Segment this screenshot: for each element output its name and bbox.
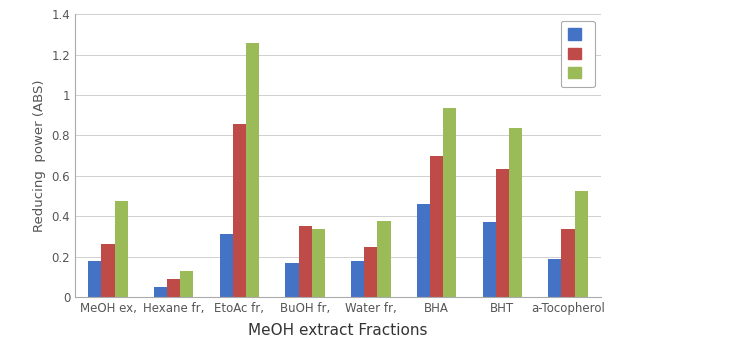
Bar <box>351 261 364 297</box>
Bar <box>548 258 562 297</box>
Bar <box>220 234 233 297</box>
Bar <box>378 221 391 297</box>
Bar <box>154 287 167 297</box>
Bar <box>101 244 115 297</box>
Legend: , , : , , <box>561 21 595 87</box>
Bar <box>285 262 299 297</box>
Bar <box>246 43 259 297</box>
X-axis label: MeOH extract Fractions: MeOH extract Fractions <box>248 323 428 338</box>
Bar <box>167 279 180 297</box>
Bar <box>299 226 312 297</box>
Bar <box>233 125 246 297</box>
Bar <box>89 261 101 297</box>
Bar <box>364 248 378 297</box>
Bar <box>180 271 194 297</box>
Bar <box>509 129 522 297</box>
Bar <box>562 229 575 297</box>
Bar <box>430 156 443 297</box>
Bar <box>575 191 588 297</box>
Bar <box>115 201 128 297</box>
Bar <box>443 108 457 297</box>
Bar <box>496 169 509 297</box>
Bar <box>483 222 496 297</box>
Y-axis label: Reducing  power (ABS): Reducing power (ABS) <box>33 79 46 232</box>
Bar <box>417 204 430 297</box>
Bar <box>312 229 325 297</box>
